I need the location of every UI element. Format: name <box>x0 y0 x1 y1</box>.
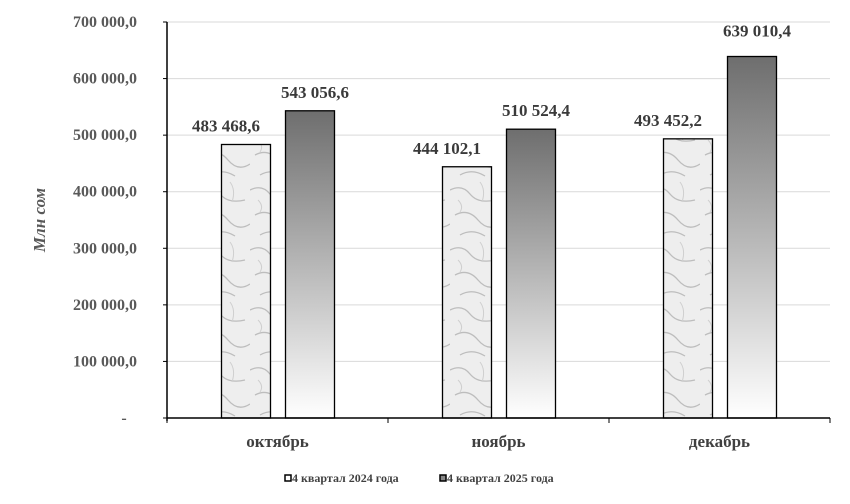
bar <box>220 143 272 419</box>
y-tick-label: 700 000,0 <box>73 14 137 31</box>
y-axis-label: Млн сом <box>30 188 49 254</box>
bar <box>662 138 714 419</box>
y-tick-label: 400 000,0 <box>73 184 137 201</box>
x-tick-label: декабрь <box>689 432 750 451</box>
legend-label-2025: 4 квартал 2025 года <box>447 471 554 485</box>
bar <box>441 166 493 419</box>
bar <box>284 110 336 419</box>
gridlines <box>167 21 830 362</box>
data-label: 444 102,1 <box>413 139 481 158</box>
legend: 4 квартал 2024 года 4 квартал 2025 года <box>284 471 554 485</box>
y-tick-label: 300 000,0 <box>73 240 137 257</box>
y-tick-label: 600 000,0 <box>73 71 137 88</box>
data-label: 543 056,6 <box>281 83 349 102</box>
bars: 483 468,6 543 056,6 444 102,1 510 524,4 493 … <box>192 22 792 419</box>
x-tick-label: ноябрь <box>471 432 525 451</box>
data-label: 483 468,6 <box>192 116 260 135</box>
data-label: 639 010,4 <box>723 22 792 41</box>
legend-swatch-2025 <box>439 474 447 482</box>
y-tick-label: 100 000,0 <box>73 353 137 370</box>
y-tick-label: - <box>121 410 126 427</box>
x-tick-label: октябрь <box>246 432 309 451</box>
axes: - 100 000,0 200 000,0 300 000,0 400 000,0 500… <box>73 14 831 451</box>
bar <box>726 55 778 419</box>
y-tick-label: 500 000,0 <box>73 127 137 144</box>
y-tick-label: 200 000,0 <box>73 297 137 314</box>
data-label: 493 452,2 <box>634 111 702 130</box>
legend-label-2024: 4 квартал 2024 года <box>292 471 399 485</box>
bar <box>505 128 557 419</box>
legend-swatch-2024 <box>284 474 292 482</box>
data-label: 510 524,4 <box>502 101 571 120</box>
